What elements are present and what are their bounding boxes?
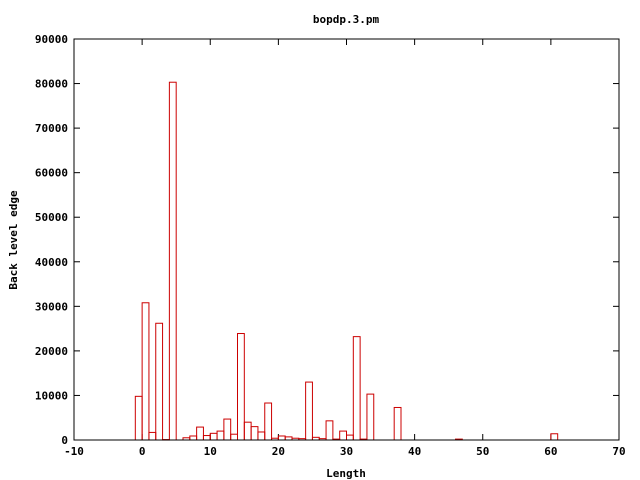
bar [230, 433, 238, 441]
y-tick-label: 70000 [35, 122, 68, 135]
bar [250, 426, 259, 441]
chart-title: bopdp.3.pm [313, 13, 380, 26]
x-tick-label: 30 [340, 445, 353, 458]
x-tick-label: 50 [476, 445, 489, 458]
bar [305, 381, 313, 441]
bar [277, 435, 286, 441]
bar [196, 426, 204, 441]
bar [202, 435, 211, 441]
y-tick-label: 10000 [35, 389, 68, 402]
y-tick-label: 50000 [35, 211, 68, 224]
y-tick-label: 20000 [35, 345, 68, 358]
y-axis-label: Back level edge [7, 190, 20, 290]
bar [209, 432, 218, 441]
y-tick-label: 90000 [35, 33, 68, 46]
bar [216, 430, 225, 441]
y-tick-label: 0 [61, 434, 68, 447]
bar [168, 81, 177, 441]
bar [148, 431, 157, 441]
bar [189, 435, 198, 441]
x-tick-label: 40 [408, 445, 421, 458]
y-tick-label: 30000 [35, 300, 68, 313]
bar [366, 393, 375, 441]
bar [155, 322, 164, 441]
x-axis-label: Length [326, 467, 366, 480]
bar [393, 406, 402, 441]
bar [134, 395, 143, 441]
y-tick-label: 60000 [35, 167, 68, 180]
bar [325, 420, 334, 441]
x-tick-label: 60 [544, 445, 557, 458]
bar [346, 434, 354, 441]
x-tick-label: 70 [612, 445, 625, 458]
y-tick-label: 40000 [35, 256, 68, 269]
x-tick-label: 0 [139, 445, 146, 458]
x-tick-label: 20 [272, 445, 285, 458]
bar [264, 402, 273, 441]
bar [243, 421, 252, 441]
x-tick-label: -10 [64, 445, 84, 458]
bar [339, 430, 347, 441]
bar [223, 418, 232, 441]
bar [141, 302, 150, 441]
plot-frame [73, 38, 620, 441]
y-tick-label: 80000 [35, 78, 68, 91]
bars-group [134, 81, 559, 441]
axis-ticks: 0 10000 20000 30000 40000 50000 60000 70000 8000… [35, 33, 626, 458]
bar [550, 433, 559, 441]
bar [257, 431, 266, 441]
x-tick-label: 10 [204, 445, 217, 458]
bar [237, 333, 245, 441]
bar [352, 336, 361, 441]
